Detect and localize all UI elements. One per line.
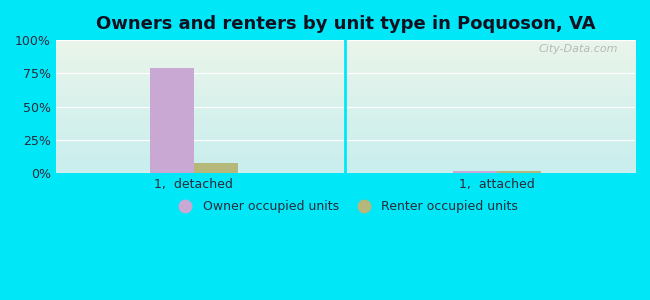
Bar bbox=[453, 172, 497, 173]
Text: City-Data.com: City-Data.com bbox=[538, 44, 617, 54]
Bar bbox=[497, 172, 541, 173]
Legend: Owner occupied units, Renter occupied units: Owner occupied units, Renter occupied un… bbox=[168, 195, 523, 218]
Bar bbox=[194, 163, 238, 173]
Title: Owners and renters by unit type in Poquoson, VA: Owners and renters by unit type in Poquo… bbox=[96, 15, 595, 33]
Bar bbox=[150, 68, 194, 173]
